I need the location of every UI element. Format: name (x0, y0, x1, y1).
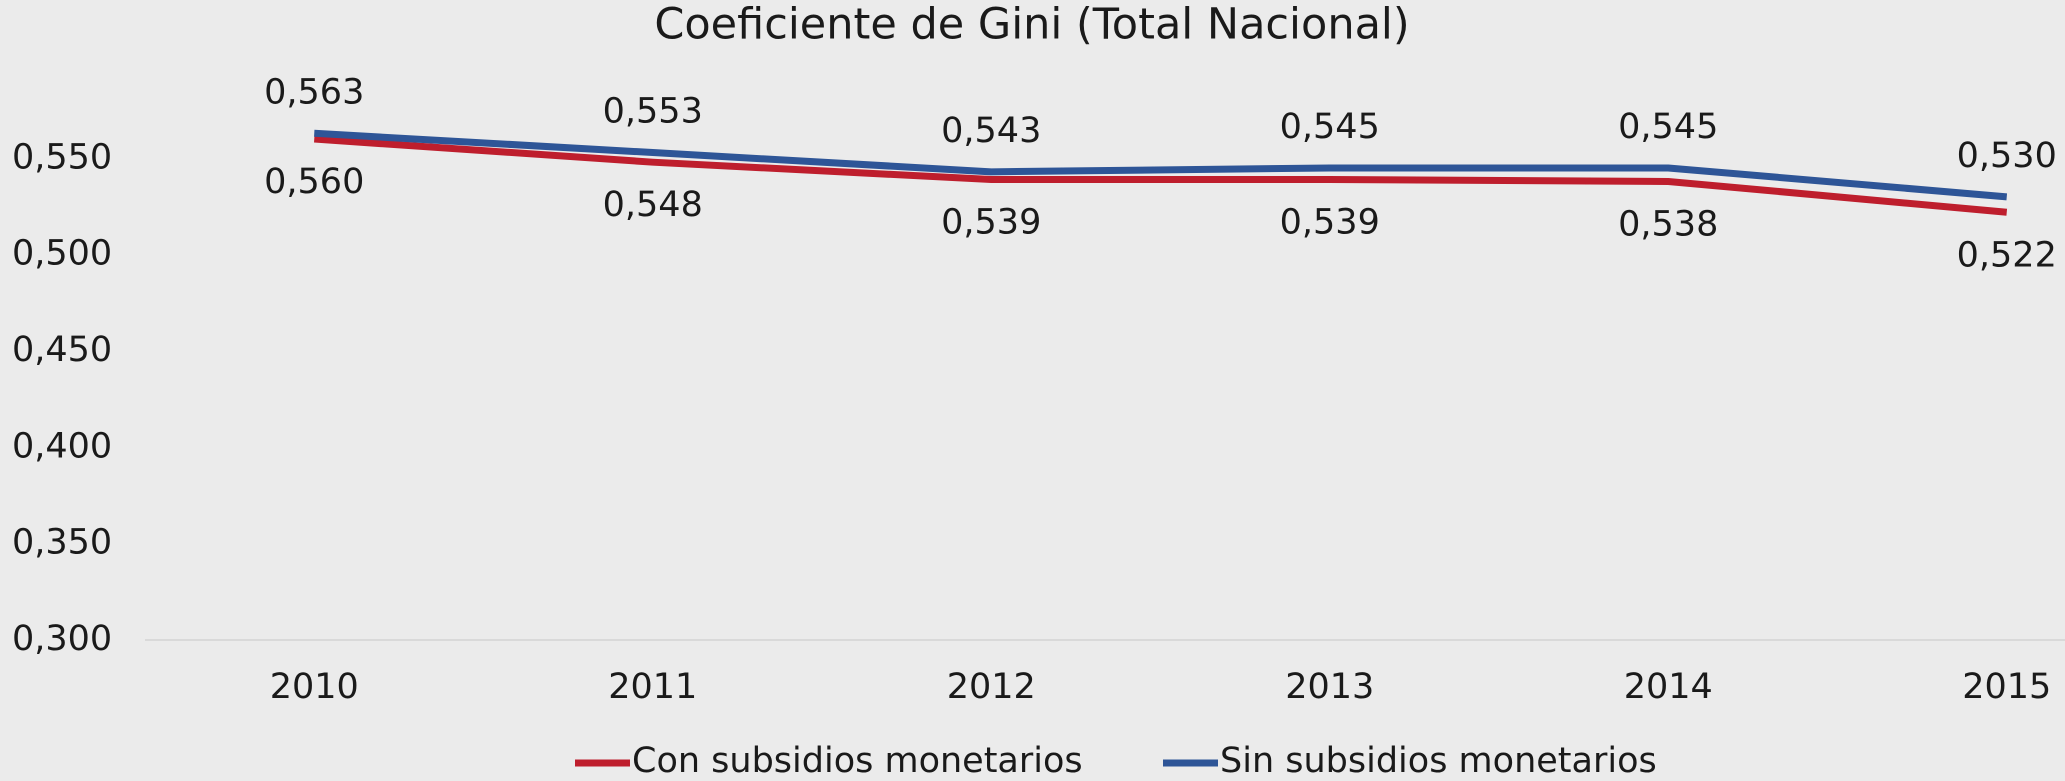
data-label: 0,545 (1280, 107, 1380, 147)
data-label: 0,538 (1618, 204, 1718, 244)
y-tick-label: 0,400 (12, 426, 112, 466)
x-tick-label: 2013 (1285, 667, 1374, 707)
data-label: 0,553 (603, 92, 703, 132)
series-line (314, 129, 2008, 201)
x-tick-label: 2015 (1962, 667, 2051, 707)
y-tick-label: 0,550 (12, 137, 112, 177)
data-label: 0,548 (603, 185, 703, 225)
y-tick-label: 0,450 (12, 330, 112, 370)
data-label: 0,543 (941, 111, 1041, 151)
x-tick-label: 2014 (1624, 667, 1713, 707)
data-label: 0,539 (1280, 203, 1380, 243)
data-label: 0,530 (1957, 136, 2057, 176)
legend-label: Sin subsidios monetarios (1220, 741, 1657, 781)
data-label: 0,522 (1957, 235, 2057, 275)
chart-title: Coeficiente de Gini (Total Nacional) (654, 0, 1409, 50)
x-tick-label: 2011 (608, 667, 697, 707)
y-tick-label: 0,300 (12, 619, 112, 659)
data-label: 0,539 (941, 203, 1041, 243)
y-tick-label: 0,350 (12, 523, 112, 563)
data-label: 0,563 (264, 72, 364, 112)
data-label: 0,560 (264, 162, 364, 202)
series-line (314, 135, 2008, 216)
x-tick-label: 2010 (270, 667, 359, 707)
data-label: 0,545 (1618, 107, 1718, 147)
legend-label: Con subsidios monetarios (632, 741, 1083, 781)
y-tick-label: 0,500 (12, 234, 112, 274)
x-tick-label: 2012 (947, 667, 1036, 707)
